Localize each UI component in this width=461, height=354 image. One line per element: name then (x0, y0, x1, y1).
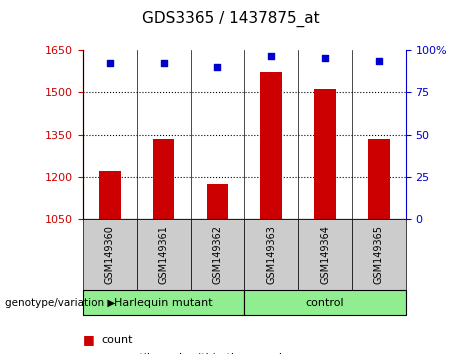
Text: percentile rank within the sample: percentile rank within the sample (101, 353, 290, 354)
Text: GSM149362: GSM149362 (213, 225, 223, 284)
Text: GSM149363: GSM149363 (266, 225, 276, 284)
Point (375, 59, 383, 64)
Point (106, 60, 113, 66)
Text: GSM149361: GSM149361 (159, 225, 169, 284)
Point (267, 53, 275, 59)
Text: ■: ■ (83, 333, 95, 346)
Text: GSM149365: GSM149365 (374, 225, 384, 284)
Point (160, 60, 167, 66)
Text: GSM149364: GSM149364 (320, 225, 330, 284)
Text: GDS3365 / 1437875_at: GDS3365 / 1437875_at (142, 11, 319, 27)
Text: ■: ■ (83, 351, 95, 354)
Text: count: count (101, 335, 133, 345)
Text: control: control (306, 298, 344, 308)
Bar (153, 139, 174, 219)
Point (214, 64, 221, 69)
Bar (207, 184, 228, 219)
Bar (99, 171, 121, 219)
Text: GSM149360: GSM149360 (105, 225, 115, 284)
Bar (368, 139, 390, 219)
Point (321, 55, 329, 61)
Text: Harlequin mutant: Harlequin mutant (114, 298, 213, 308)
Bar (314, 89, 336, 219)
Bar (260, 72, 282, 219)
Text: genotype/variation ▶: genotype/variation ▶ (5, 298, 115, 308)
